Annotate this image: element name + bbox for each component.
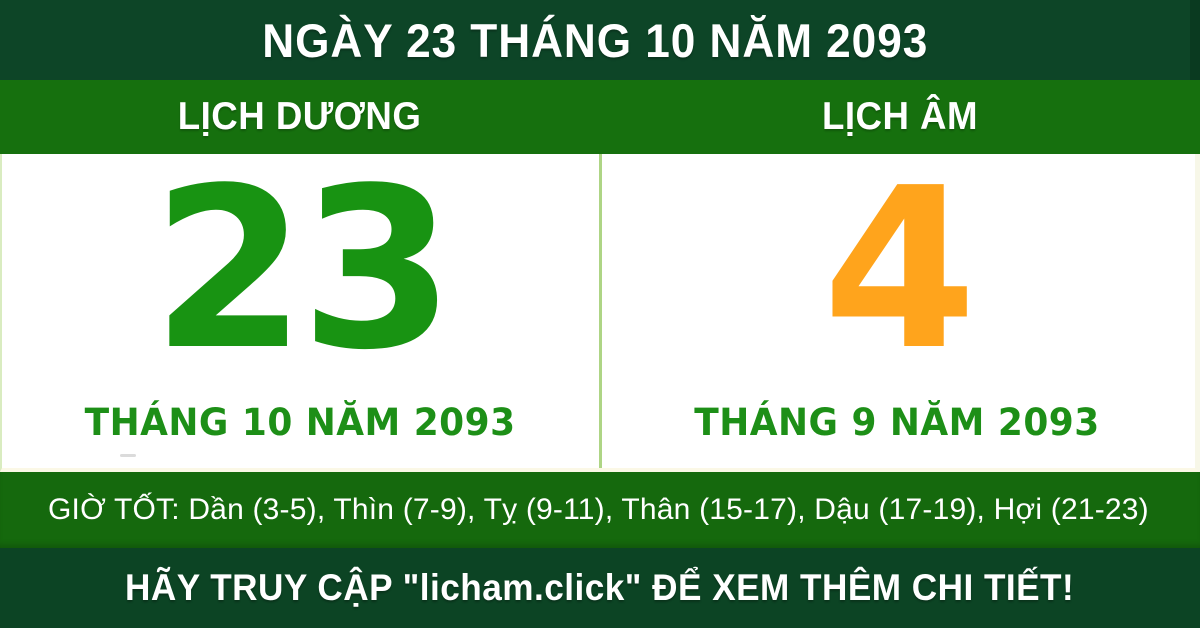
header-bar: NGÀY 23 THÁNG 10 NĂM 2093: [0, 0, 1200, 80]
tab-lunar[interactable]: LỊCH ÂM: [600, 80, 1200, 154]
good-hours-bar: GIỜ TỐT: Dần (3-5), Thìn (7-9), Tỵ (9-11…: [0, 472, 1200, 548]
footer-text: HÃY TRUY CẬP "licham.click" ĐỂ XEM THÊM …: [125, 567, 1075, 608]
tab-bar: LỊCH DƯƠNG LỊCH ÂM: [0, 80, 1200, 154]
panel-divider: [599, 154, 602, 468]
solar-panel: 23 THÁNG 10 NĂM 2093: [2, 154, 599, 468]
tab-solar-label: LỊCH DƯƠNG: [178, 95, 422, 138]
solar-day-number: 23: [151, 141, 455, 399]
solar-month-year: THÁNG 10 NĂM 2093: [84, 401, 516, 445]
tab-solar[interactable]: LỊCH DƯƠNG: [0, 80, 600, 154]
date-title: NGÀY 23 THÁNG 10 NĂM 2093: [262, 13, 928, 67]
lunar-panel: 4 THÁNG 9 NĂM 2093: [599, 154, 1196, 468]
smudge-artifact: [120, 454, 136, 457]
lunar-month-year: THÁNG 9 NĂM 2093: [694, 401, 1100, 445]
good-hours-text: GIỜ TỐT: Dần (3-5), Thìn (7-9), Tỵ (9-11…: [48, 493, 1149, 526]
footer-bar: HÃY TRUY CẬP "licham.click" ĐỂ XEM THÊM …: [0, 548, 1200, 628]
tab-lunar-label: LỊCH ÂM: [821, 95, 979, 138]
lunar-day-number: 4: [822, 141, 977, 399]
calendar-panels: 23 THÁNG 10 NĂM 2093 4 THÁNG 9 NĂM 2093: [0, 154, 1200, 472]
